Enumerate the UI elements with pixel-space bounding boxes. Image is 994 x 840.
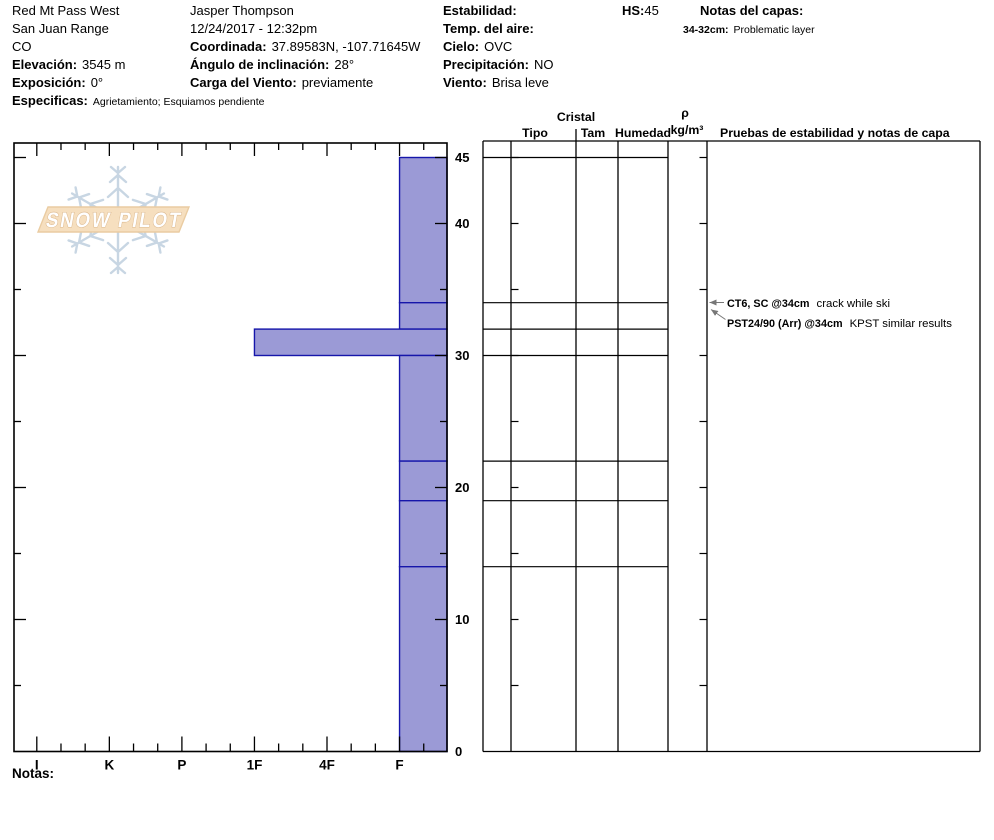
y-tick-label: 20 (455, 480, 469, 495)
site-name: Red Mt Pass West (12, 3, 120, 18)
y-tick-label: 30 (455, 348, 469, 363)
sky-cover: Cielo: OVC (443, 39, 513, 54)
logo-text: SNOW PILOT (44, 209, 184, 232)
y-axis-labels: 0 10 20 30 40 45 (455, 150, 469, 759)
layer-bar (398, 156, 448, 304)
x-tick-label: 1F (247, 758, 263, 773)
stability: Estabilidad: (443, 3, 517, 18)
layer-bar (398, 566, 448, 753)
range-name: San Juan Range (12, 21, 109, 36)
snowpilot-logo: SNOW PILOT (36, 165, 191, 275)
layer-bar (398, 302, 448, 330)
col-header-tests: Pruebas de estabilidad y notas de capa (720, 126, 950, 140)
layer-notes-title: Notas del capas: (700, 3, 804, 18)
wind-loading: Carga del Viento: previamente (190, 75, 374, 90)
x-tick-label: I (35, 758, 39, 773)
date-time: 12/24/2017 - 12:32pm (190, 21, 318, 36)
coordinates: Coordinada: 37.89583N, -107.71645W (190, 39, 421, 54)
logo-banner: SNOW PILOT (36, 206, 191, 233)
precipitation: Precipitación: NO (443, 57, 554, 72)
y-tick-label: 0 (455, 744, 462, 759)
wind: Viento: Brisa leve (443, 75, 549, 90)
hardness-bars (253, 156, 448, 753)
y-tick-label: 45 (455, 150, 469, 165)
notes-footer-label: Notas: (12, 766, 55, 781)
y-tick-label: 10 (455, 612, 469, 627)
x-tick-label: P (177, 758, 186, 773)
stability-test-annotations: CT6, SC @34cm crack while ski PST24/90 (Ar… (709, 298, 952, 330)
layer-bar (253, 328, 448, 357)
col-header-tam: Tam (581, 126, 605, 140)
plot-border (13, 142, 448, 753)
col-header-humedad: Humedad (615, 126, 671, 140)
layer-bar (398, 354, 448, 462)
slope-angle: Ángulo de inclinación: 28° (190, 57, 355, 72)
x-tick-label: F (395, 758, 403, 773)
x-axis-labels: I K P 1F 4F F (35, 758, 404, 773)
col-header-cristal: Cristal (557, 110, 595, 124)
specifics: Especificas: Agrietamiento; Esquiamos pen… (12, 93, 265, 108)
test-annotation: CT6, SC @34cm crack while ski (727, 298, 890, 310)
state-name: CO (12, 39, 32, 54)
axis-ticks (14, 143, 447, 752)
layer-note: 34-32cm: Problematic layer (683, 24, 815, 36)
snow-height-total: HS:45 (622, 3, 659, 18)
observer: Jasper Thompson (190, 3, 294, 18)
layer-data-table (482, 129, 981, 753)
test-annotation: PST24/90 (Arr) @34cm KPST similar results (727, 318, 952, 330)
chart-frame (13, 142, 448, 753)
col-header-tipo: Tipo (522, 126, 548, 140)
air-temp: Temp. del aire: (443, 21, 534, 36)
x-tick-label: K (104, 758, 114, 773)
col-header-rho-units: kg/m³ (671, 123, 704, 137)
layer-bar (398, 460, 448, 502)
annotation-arrow (710, 309, 726, 320)
aspect: Exposición: 0° (12, 75, 104, 90)
layer-bar (398, 500, 448, 568)
table-headers: Cristal Tipo Tam Humedad ρ kg/m³ Pruebas… (522, 106, 950, 140)
col-header-rho: ρ (681, 106, 689, 120)
x-tick-label: 4F (319, 758, 335, 773)
elevation: Elevación: 3545 m (12, 57, 126, 72)
y-tick-label: 40 (455, 216, 469, 231)
snowflake-icon (65, 165, 171, 275)
